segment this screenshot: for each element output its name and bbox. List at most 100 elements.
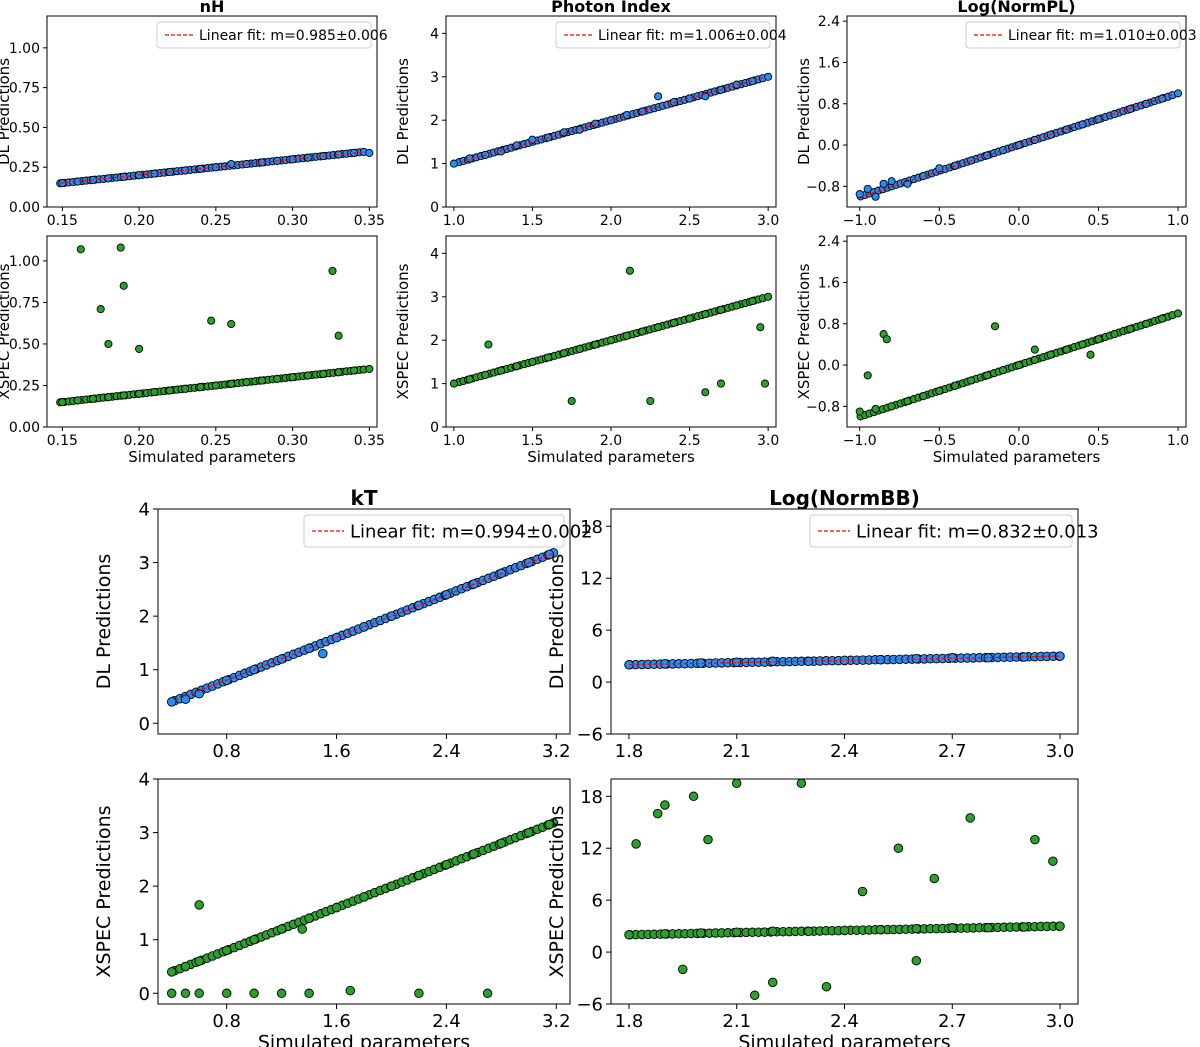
data-point	[150, 388, 159, 397]
data-point	[1030, 834, 1040, 845]
x-tick-label: 1.8	[615, 1011, 644, 1032]
data-point	[328, 266, 337, 275]
plot-area	[624, 651, 1065, 670]
y-tick-label: 1.00	[9, 41, 40, 57]
data-point	[1030, 355, 1039, 364]
y-tick-label: 1	[430, 157, 439, 173]
x-tick-label: 0.15	[47, 213, 78, 229]
y-tick-label: 1.6	[818, 275, 840, 291]
x-tick-label: −1.0	[843, 213, 877, 229]
chart-title: Photon Index	[551, 0, 671, 16]
data-point	[871, 192, 880, 201]
data-point	[104, 393, 113, 402]
y-tick-label: 18	[580, 517, 603, 538]
data-point	[767, 977, 778, 988]
data-point	[211, 381, 220, 390]
data-point	[1094, 335, 1103, 344]
data-point	[622, 331, 631, 340]
data-point	[297, 924, 307, 934]
y-axis-label: DL Predictions	[0, 58, 13, 165]
data-point	[242, 378, 251, 387]
x-tick-label: 0.5	[1087, 433, 1109, 449]
x-tick-label: 0.8	[212, 741, 241, 762]
data-point	[449, 379, 458, 388]
fit-line	[60, 151, 364, 184]
data-point	[731, 779, 742, 789]
data-point	[1078, 120, 1087, 129]
data-point	[1173, 309, 1183, 318]
data-point	[116, 243, 125, 252]
data-point	[903, 397, 912, 406]
x-tick-label: 0.35	[354, 433, 385, 449]
data-point	[96, 305, 105, 314]
plot-area	[56, 147, 374, 188]
data-point	[947, 923, 958, 933]
y-tick-label: 0	[139, 714, 150, 735]
y-tick-label: 0	[430, 200, 439, 216]
data-point	[165, 386, 174, 395]
data-point	[249, 934, 259, 945]
data-point	[731, 927, 742, 937]
data-point	[760, 379, 770, 388]
data-point	[386, 611, 397, 621]
y-tick-label: 1	[139, 660, 150, 681]
data-point	[166, 988, 177, 999]
data-point	[273, 374, 282, 383]
y-tick-label: −6	[576, 994, 603, 1015]
data-point	[654, 92, 663, 101]
data-point	[76, 245, 85, 254]
data-point	[903, 179, 912, 188]
y-tick-label: 12	[580, 839, 603, 860]
y-tick-label: 0.75	[9, 295, 40, 311]
chart-log-normpl: −0.80.00.81.62.4−1.0 −0.5 0.0 0.5 1.0DL Pred…	[795, 0, 1197, 466]
data-point	[1014, 361, 1023, 370]
data-point	[748, 297, 757, 306]
y-tick-label: 0.0	[818, 138, 840, 154]
x-tick-label: 1.8	[615, 741, 644, 762]
x-tick-label: 2.0	[600, 213, 622, 229]
data-point	[496, 838, 507, 849]
plot-area	[56, 243, 374, 407]
data-point	[767, 926, 778, 937]
x-tick-label: 2.4	[830, 1011, 859, 1032]
data-point	[559, 128, 568, 137]
data-point	[1019, 922, 1029, 932]
y-axis-label: DL Predictions	[394, 58, 412, 165]
legend-box	[809, 514, 1073, 548]
data-point	[929, 873, 940, 884]
x-tick-label: 3.2	[542, 1011, 571, 1032]
data-point	[1142, 319, 1151, 328]
data-point	[857, 886, 868, 897]
y-axis-label: DL Predictions	[546, 554, 568, 690]
data-point	[345, 985, 356, 996]
x-tick-label: 2.4	[432, 741, 461, 762]
y-tick-label: 4	[430, 26, 439, 42]
data-point	[935, 386, 944, 395]
y-tick-label: 0.50	[9, 120, 40, 136]
data-point	[221, 945, 232, 956]
y-tick-label: 1	[139, 930, 150, 951]
data-point	[919, 391, 928, 401]
data-point	[331, 902, 342, 913]
x-tick-label: 1.6	[322, 741, 351, 762]
x-tick-label: 2.0	[600, 433, 622, 449]
data-point	[544, 819, 555, 830]
y-tick-label: 2.4	[818, 234, 840, 250]
x-tick-label: 3.0	[1046, 741, 1075, 762]
data-point	[951, 381, 960, 390]
legend-box	[156, 21, 372, 49]
chart-nh: 0.00 0.25 0.50 0.75 1.00 0.15 0.20 0.25 0.30 0.35…	[0, 0, 388, 466]
data-point	[288, 373, 297, 382]
data-point	[221, 988, 232, 999]
data-point	[652, 808, 663, 819]
data-point	[496, 366, 506, 375]
x-tick-label: 2.5	[678, 433, 700, 449]
legend-label: Linear fit: m=0.985±0.006	[199, 28, 388, 44]
data-point	[911, 955, 922, 966]
y-axis-label: XSPEC Predictions	[546, 805, 568, 977]
data-point	[567, 396, 576, 406]
legend-box	[965, 21, 1181, 49]
dl-panel-log-normpl: −0.8 0.0 0.8 1.6 2.4 −1.0 −0.5 0.0 0.5 1.0 DL Pred…	[795, 0, 1197, 229]
x-tick-label: 0.35	[354, 213, 385, 229]
data-point	[749, 990, 760, 1001]
